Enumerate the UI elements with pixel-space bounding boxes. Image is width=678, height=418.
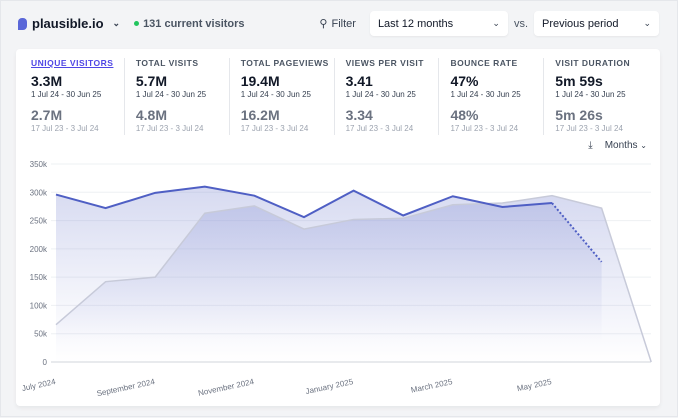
y-tick-label: 150k xyxy=(30,273,48,282)
x-tick-label: May 2025 xyxy=(516,377,553,393)
x-tick-label: March 2025 xyxy=(410,377,454,395)
current-area xyxy=(56,187,602,342)
x-tick-label: November 2024 xyxy=(197,377,255,398)
y-tick-label: 350k xyxy=(30,160,48,169)
x-tick-label: September 2024 xyxy=(96,377,156,398)
y-tick-label: 100k xyxy=(30,301,48,310)
x-tick-label: January 2025 xyxy=(305,377,355,396)
y-tick-label: 50k xyxy=(34,330,48,339)
y-tick-label: 250k xyxy=(30,217,48,226)
y-tick-label: 0 xyxy=(43,358,48,367)
y-tick-label: 300k xyxy=(30,188,48,197)
y-tick-label: 200k xyxy=(30,245,48,254)
x-tick-label: July 2024 xyxy=(21,377,57,393)
